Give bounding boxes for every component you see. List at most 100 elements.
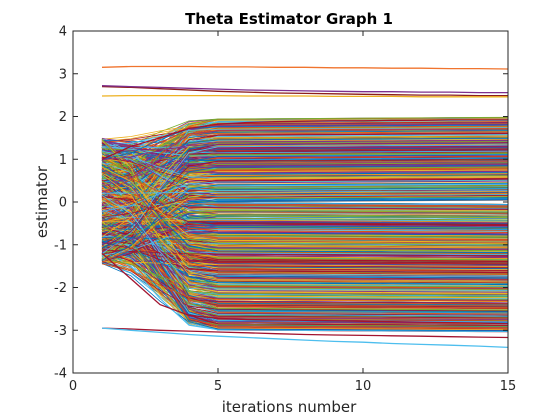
series-line — [101, 246, 509, 325]
y-tick-label: 0 — [59, 196, 67, 211]
series-line — [101, 190, 509, 194]
y-tick-label: -4 — [54, 367, 67, 382]
series-line — [101, 148, 509, 152]
series-line — [101, 180, 509, 245]
x-tick-label: 10 — [355, 379, 372, 394]
series-line — [101, 184, 509, 239]
series-line — [101, 160, 509, 255]
series-line — [101, 126, 509, 174]
series-line — [101, 169, 509, 286]
series-line — [101, 224, 509, 244]
series-line — [101, 137, 509, 184]
x-axis-label: iterations number — [222, 398, 357, 416]
series-line — [101, 166, 509, 243]
series-line — [101, 327, 509, 349]
series-line — [101, 182, 509, 261]
series-line — [101, 85, 508, 94]
series-line — [101, 143, 509, 216]
series-line — [101, 263, 509, 302]
series-line — [101, 225, 509, 311]
series-line — [101, 142, 509, 161]
series-line — [101, 327, 509, 339]
series-line — [101, 162, 509, 215]
series-layer — [101, 65, 509, 349]
series-line — [101, 140, 509, 167]
y-axis-label: estimator — [33, 165, 51, 238]
series-line — [101, 154, 509, 185]
series-line — [101, 171, 509, 207]
series-line — [101, 172, 509, 313]
chart-title: Theta Estimator Graph 1 — [185, 10, 393, 28]
series-line — [101, 238, 509, 265]
series-line — [101, 171, 509, 326]
series-line — [101, 208, 509, 309]
series-line — [101, 146, 509, 254]
series-line — [101, 94, 508, 98]
series-line — [101, 176, 509, 211]
series-line — [101, 200, 509, 259]
series-line — [101, 158, 509, 180]
series-line — [101, 211, 509, 222]
y-tick-label: -1 — [54, 238, 67, 253]
series-line — [101, 210, 509, 241]
series-line — [101, 174, 509, 283]
series-line — [101, 161, 509, 165]
series-line — [101, 159, 509, 320]
series-line — [101, 124, 509, 160]
series-line — [101, 140, 509, 282]
series-line — [101, 181, 509, 233]
series-line — [101, 195, 509, 218]
series-line — [101, 195, 509, 226]
series-line — [101, 189, 509, 241]
series-line — [101, 241, 509, 279]
series-line — [101, 191, 509, 261]
y-tick-label: 4 — [59, 25, 67, 40]
series-line — [101, 166, 509, 250]
series-line — [101, 179, 509, 212]
series-line — [101, 121, 509, 224]
series-line — [101, 140, 509, 169]
series-line — [101, 158, 509, 229]
series-line — [101, 164, 509, 254]
series-line — [101, 261, 509, 267]
series-line — [101, 130, 509, 183]
x-tick-label: 0 — [69, 379, 77, 394]
series-line — [101, 119, 508, 160]
series-line — [101, 127, 509, 193]
series-line — [101, 144, 509, 228]
series-line — [101, 183, 509, 194]
x-tick-label: 15 — [500, 379, 517, 394]
series-line — [101, 204, 509, 276]
series-line — [101, 195, 509, 223]
series-line — [101, 144, 509, 255]
series-line — [101, 168, 509, 258]
series-line — [101, 204, 509, 281]
series-line — [101, 139, 509, 187]
x-tick-label: 5 — [214, 379, 222, 394]
series-line — [101, 65, 509, 70]
series-line — [101, 144, 509, 315]
series-line — [101, 164, 509, 212]
series-line — [101, 219, 509, 223]
series-line — [101, 151, 509, 188]
series-line — [101, 226, 509, 268]
series-line — [101, 182, 509, 233]
series-line — [101, 154, 509, 245]
series-line — [101, 224, 509, 290]
series-line — [101, 258, 509, 290]
series-line — [101, 149, 509, 161]
series-line — [101, 250, 509, 257]
series-line — [101, 151, 509, 191]
y-tick-label: 2 — [59, 110, 67, 125]
y-tick-label: -2 — [54, 281, 67, 296]
series-line — [101, 143, 509, 255]
series-line — [101, 192, 509, 300]
y-tick-label: 1 — [59, 153, 67, 168]
series-line — [101, 254, 509, 296]
ticks-layer: 0 5 10 15 -4 -3 -2 -1 0 1 2 3 4 — [54, 25, 516, 395]
series-line — [101, 138, 509, 238]
series-line — [101, 85, 508, 97]
series-line — [101, 197, 509, 270]
